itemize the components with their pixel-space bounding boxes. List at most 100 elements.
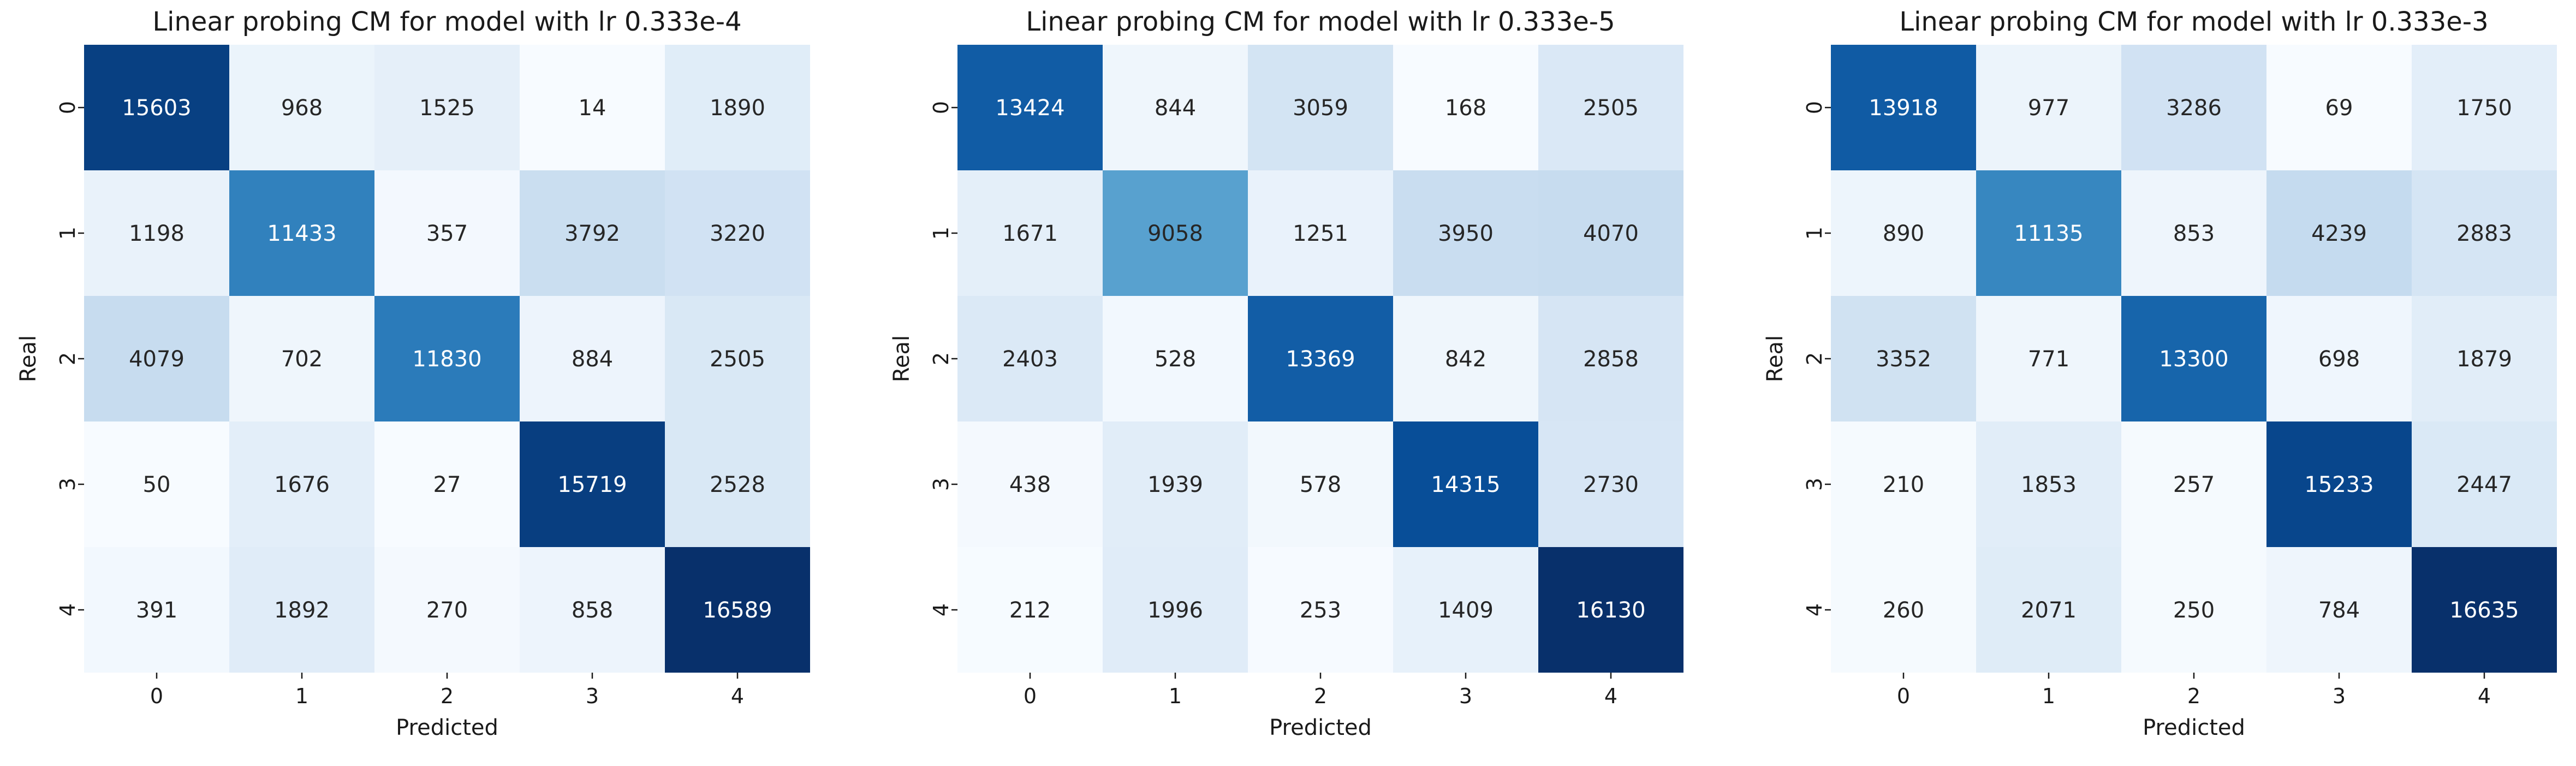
cell-value-label: 13300 (2159, 347, 2228, 372)
cell-value-label: 270 (426, 598, 468, 623)
y-tick-label: 4 (1802, 603, 1827, 616)
x-tick-label: 2 (2187, 684, 2200, 708)
cell-value-label: 853 (2173, 221, 2215, 246)
heatmap-panel-1: Linear probing CM for model with lr 0.33… (889, 7, 1683, 740)
x-tick-label: 4 (2478, 684, 2491, 708)
chart-title: Linear probing CM for model with lr 0.33… (1026, 7, 1615, 37)
cell-value-label: 391 (136, 598, 177, 623)
cell-value-label: 260 (1883, 598, 1924, 623)
heatmap-cell (665, 296, 810, 421)
y-tick-label: 0 (929, 101, 953, 114)
x-tick-label: 4 (1604, 684, 1617, 708)
heatmap-cell (1976, 296, 2121, 421)
cell-value-label: 11830 (412, 347, 481, 372)
cell-value-label: 977 (2028, 96, 2069, 121)
heatmap-cell (84, 45, 229, 170)
heatmap-cell (2412, 170, 2557, 296)
chart-title: Linear probing CM for model with lr 0.33… (152, 7, 741, 37)
heatmap-cell (1831, 547, 1976, 673)
heatmap-cell (1393, 170, 1538, 296)
cell-value-label: 15603 (122, 96, 191, 121)
cell-value-label: 4239 (2311, 221, 2367, 246)
heatmap-cell (1103, 547, 1248, 673)
heatmap-cell (1248, 547, 1393, 673)
cell-value-label: 69 (2325, 96, 2353, 121)
x-tick-label: 1 (295, 684, 308, 708)
cell-value-label: 2071 (2021, 598, 2077, 623)
heatmap-cell (957, 296, 1103, 421)
heatmap-cell (665, 421, 810, 547)
x-tick-label: 3 (2333, 684, 2346, 708)
cell-value-label: 702 (281, 347, 323, 372)
heatmap-cell (520, 170, 665, 296)
y-tick-label: 4 (929, 603, 953, 616)
cell-value-label: 16635 (2449, 598, 2519, 623)
heatmap-cell (229, 547, 374, 673)
heatmap-cell (1103, 45, 1248, 170)
heatmap-cell (1393, 45, 1538, 170)
heatmap-cell (84, 421, 229, 547)
cell-value-label: 1939 (1147, 472, 1203, 497)
cell-value-label: 2858 (1583, 347, 1639, 372)
cell-value-label: 15233 (2304, 472, 2373, 497)
heatmap-cell (84, 170, 229, 296)
y-tick-label: 3 (1802, 478, 1827, 491)
heatmap-panel-0: Linear probing CM for model with lr 0.33… (16, 7, 810, 740)
cell-value-label: 11433 (267, 221, 336, 246)
y-axis-label: Real (1763, 335, 1788, 382)
cell-value-label: 210 (1883, 472, 1924, 497)
y-axis-label: Real (16, 335, 41, 382)
x-axis-label: Predicted (1269, 715, 1372, 740)
cell-value-label: 1525 (419, 96, 475, 121)
cell-value-label: 50 (143, 472, 171, 497)
heatmap-cell (374, 45, 520, 170)
heatmap-cell (1248, 45, 1393, 170)
heatmap-cell (957, 170, 1103, 296)
heatmap-cell (665, 547, 810, 673)
heatmap-cell (957, 547, 1103, 673)
heatmap-cell (2266, 170, 2412, 296)
cell-value-label: 16130 (1576, 598, 1645, 623)
cell-value-label: 4079 (129, 347, 185, 372)
cell-value-label: 13369 (1286, 347, 1355, 372)
heatmap-cell (1976, 421, 2121, 547)
cell-value-label: 3286 (2166, 96, 2222, 121)
heatmap-cell (957, 421, 1103, 547)
heatmap-cell (2121, 170, 2266, 296)
cell-value-label: 14315 (1431, 472, 1500, 497)
heatmap-cell (2121, 547, 2266, 673)
cell-value-label: 14 (579, 96, 606, 121)
cell-value-label: 2403 (1002, 347, 1058, 372)
y-tick-label: 3 (929, 478, 953, 491)
cell-value-label: 13918 (1869, 96, 1938, 121)
heatmap-cell (665, 45, 810, 170)
cell-value-label: 3352 (1876, 347, 1931, 372)
cell-value-label: 1996 (1147, 598, 1203, 623)
y-tick-label: 2 (929, 352, 953, 365)
cell-value-label: 2505 (710, 347, 765, 372)
cell-value-label: 2505 (1583, 96, 1639, 121)
y-tick-label: 4 (56, 603, 80, 616)
heatmap-cell (957, 45, 1103, 170)
x-tick-label: 3 (1459, 684, 1472, 708)
y-tick-label: 1 (1802, 227, 1827, 240)
x-axis-label: Predicted (396, 715, 498, 740)
cell-value-label: 253 (1300, 598, 1341, 623)
cell-value-label: 884 (572, 347, 613, 372)
cell-value-label: 2730 (1583, 472, 1639, 497)
x-tick-label: 1 (2042, 684, 2055, 708)
cell-value-label: 890 (1883, 221, 1924, 246)
cell-value-label: 698 (2318, 347, 2360, 372)
x-axis-label: Predicted (2143, 715, 2245, 740)
cell-value-label: 771 (2028, 347, 2069, 372)
heatmap-cell (229, 421, 374, 547)
heatmap-cell (1393, 421, 1538, 547)
heatmap-cell (374, 296, 520, 421)
heatmap-panel-2: Linear probing CM for model with lr 0.33… (1763, 7, 2557, 740)
cell-value-label: 1892 (274, 598, 330, 623)
y-tick-label: 3 (56, 478, 80, 491)
cell-value-label: 1890 (710, 96, 765, 121)
heatmap-cell (1831, 296, 1976, 421)
cell-value-label: 842 (1445, 347, 1486, 372)
